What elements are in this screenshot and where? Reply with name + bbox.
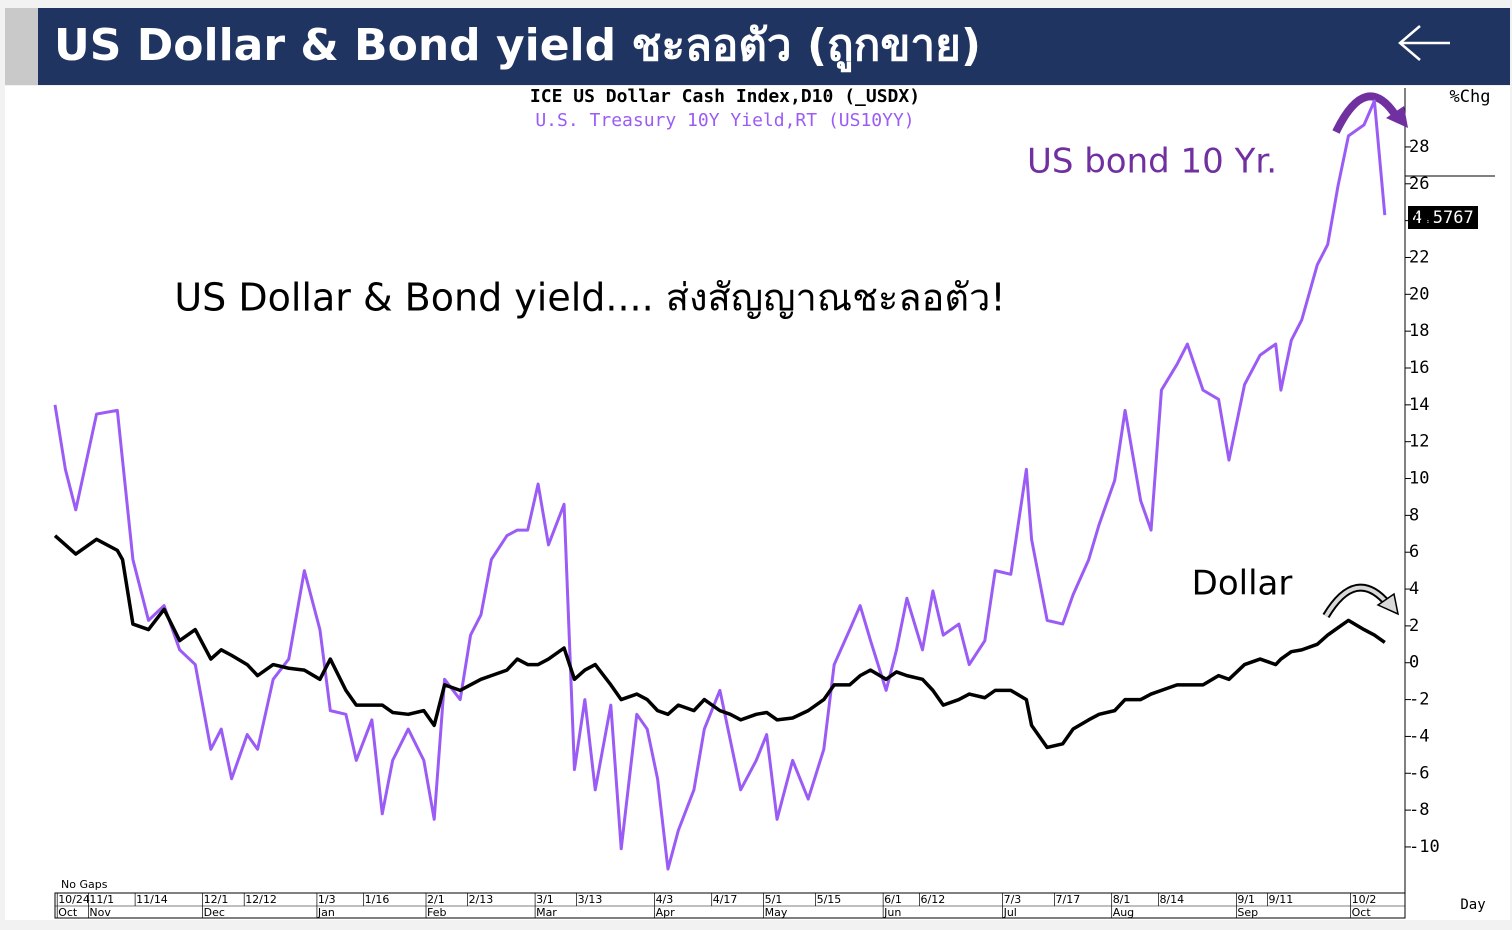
back-arrow[interactable] bbox=[1398, 25, 1450, 61]
x-tick-label: 8/1 bbox=[1113, 893, 1131, 906]
month-label: Mar bbox=[536, 906, 557, 919]
y-tick-label: 22 bbox=[1409, 247, 1429, 267]
note: No Gaps bbox=[61, 878, 108, 891]
dollar-arrow bbox=[1322, 583, 1400, 619]
x-tick-label: 11/1 bbox=[89, 893, 114, 906]
legend-title: U.S. Treasury 10Y Yield,RT (US10YY) bbox=[535, 110, 914, 131]
y-tick-label: -6 bbox=[1409, 763, 1429, 783]
x-tick-label: 4/3 bbox=[656, 893, 674, 906]
y-tick-label: 26 bbox=[1409, 174, 1429, 194]
y-tick-label: 20 bbox=[1409, 284, 1429, 304]
annotation: US Dollar & Bond yield.... ส่งสัญญาณชะลอ… bbox=[174, 276, 1005, 320]
legend-title: ICE US Dollar Cash Index,D10 (_USDX) bbox=[530, 86, 920, 107]
x-tick-label: 6/12 bbox=[920, 893, 945, 906]
y-tick-label: 6 bbox=[1409, 542, 1419, 562]
header-tab bbox=[5, 8, 38, 85]
x-tick-label: 6/1 bbox=[884, 893, 902, 906]
x-tick-label: 7/17 bbox=[1056, 893, 1081, 906]
y-tick-label: 28 bbox=[1409, 137, 1429, 157]
y-tick-label: -2 bbox=[1409, 690, 1429, 710]
y-tick-label: 2 bbox=[1409, 616, 1419, 636]
x-tick-label: 1/16 bbox=[365, 893, 390, 906]
y-tick-label: 0 bbox=[1409, 653, 1419, 673]
y-tick-label: 12 bbox=[1409, 432, 1429, 452]
x-tick-label: 5/15 bbox=[817, 893, 842, 906]
header-bar bbox=[38, 8, 1510, 85]
y-tick-label: 24 bbox=[1409, 211, 1429, 231]
y-tick-label: 8 bbox=[1409, 505, 1419, 525]
plot bbox=[53, 99, 1387, 871]
x-tick-label: 12/1 bbox=[204, 893, 229, 906]
x-tick-label: 10/2 bbox=[1352, 893, 1377, 906]
x-tick-label: 9/1 bbox=[1237, 893, 1255, 906]
y-tick-label: 14 bbox=[1409, 395, 1429, 415]
x-tick-label: 3/13 bbox=[578, 893, 603, 906]
y-tick-label: 10 bbox=[1409, 469, 1429, 489]
month-label: Sep bbox=[1237, 906, 1258, 919]
x-tick-label: 11/14 bbox=[136, 893, 168, 906]
month-label: Apr bbox=[656, 906, 676, 919]
header-title: US Dollar & Bond yield ชะลอตัว (ถูกขาย) bbox=[54, 20, 981, 72]
y-tick-label: 18 bbox=[1409, 321, 1429, 341]
x-tick-label: 1/3 bbox=[318, 893, 336, 906]
x-tick-label: 7/3 bbox=[1004, 893, 1022, 906]
y-tick-label: 16 bbox=[1409, 358, 1429, 378]
x-tick-label: 8/14 bbox=[1159, 893, 1184, 906]
month-label: Oct bbox=[58, 906, 78, 919]
x-axis-box bbox=[54, 892, 1406, 919]
x-tick-label: 2/1 bbox=[427, 893, 445, 906]
x-tick-label: 5/1 bbox=[765, 893, 783, 906]
month-label: Jul bbox=[1003, 906, 1017, 919]
annotation: US bond 10 Yr. bbox=[1027, 142, 1277, 182]
x-tick-label: 9/11 bbox=[1269, 893, 1294, 906]
x-tick-label: 4/17 bbox=[713, 893, 738, 906]
series-line bbox=[53, 99, 1387, 871]
month-label: Aug bbox=[1113, 906, 1134, 919]
month-label: May bbox=[765, 906, 788, 919]
value-tag bbox=[1408, 206, 1478, 229]
month-label: Jun bbox=[883, 906, 901, 919]
month-label: Jan bbox=[317, 906, 335, 919]
month-label: Oct bbox=[1352, 906, 1372, 919]
series-line bbox=[53, 534, 1386, 750]
month-label: Feb bbox=[427, 906, 446, 919]
chart-panel bbox=[5, 86, 1510, 920]
month-label: Nov bbox=[89, 906, 111, 919]
x-tick-label: 2/13 bbox=[469, 893, 494, 906]
x-tick-label: 3/1 bbox=[536, 893, 554, 906]
y-tick-label: -4 bbox=[1409, 726, 1429, 746]
x-tick-label: 12/12 bbox=[245, 893, 277, 906]
annotation: Dollar bbox=[1192, 564, 1293, 604]
y-tick-label: -8 bbox=[1409, 800, 1429, 820]
peak-arrow bbox=[1332, 92, 1408, 134]
x-axis-label: Day bbox=[1460, 897, 1485, 913]
last-value: 4.5767 bbox=[1412, 208, 1473, 228]
x-tick-label: 10/24 bbox=[58, 893, 90, 906]
y-axis-label: %Chg bbox=[1450, 87, 1491, 107]
month-label: Dec bbox=[204, 906, 225, 919]
y-tick-label: -10 bbox=[1409, 837, 1440, 857]
y-tick-label: 4 bbox=[1409, 579, 1419, 599]
